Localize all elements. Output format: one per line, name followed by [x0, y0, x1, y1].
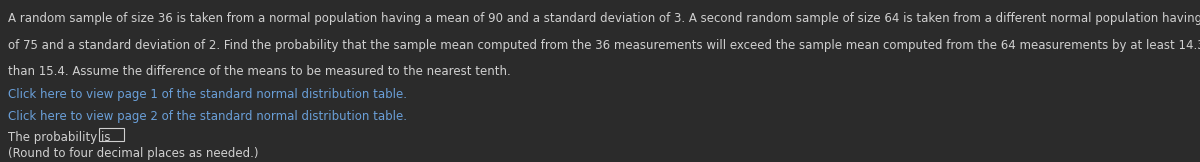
Text: Click here to view page 1 of the standard normal distribution table.: Click here to view page 1 of the standar… [8, 88, 407, 101]
Text: of 75 and a standard deviation of 2. Find the probability that the sample mean c: of 75 and a standard deviation of 2. Fin… [8, 39, 1200, 52]
Text: A random sample of size 36 is taken from a normal population having a mean of 90: A random sample of size 36 is taken from… [8, 12, 1200, 25]
FancyBboxPatch shape [100, 128, 124, 141]
Text: than 15.4. Assume the difference of the means to be measured to the nearest tent: than 15.4. Assume the difference of the … [8, 65, 511, 78]
Text: Click here to view page 2 of the standard normal distribution table.: Click here to view page 2 of the standar… [8, 110, 407, 123]
Text: (Round to four decimal places as needed.): (Round to four decimal places as needed.… [8, 147, 259, 160]
Text: The probability is: The probability is [8, 131, 110, 144]
